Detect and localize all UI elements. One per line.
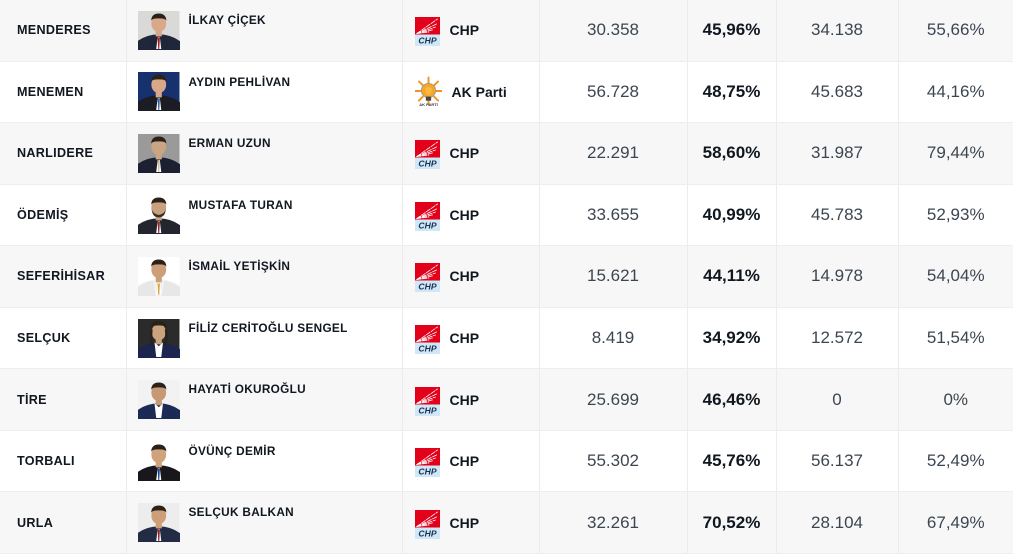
- svg-text:CHP: CHP: [418, 36, 436, 46]
- svg-text:CHP: CHP: [418, 405, 436, 415]
- svg-text:CHP: CHP: [418, 220, 436, 230]
- svg-text:CHP: CHP: [418, 344, 436, 354]
- svg-text:AK PARTİ: AK PARTİ: [419, 102, 438, 107]
- svg-text:CHP: CHP: [418, 528, 436, 538]
- svg-text:CHP: CHP: [418, 467, 436, 477]
- svg-text:CHP: CHP: [418, 159, 436, 169]
- svg-text:CHP: CHP: [418, 282, 436, 292]
